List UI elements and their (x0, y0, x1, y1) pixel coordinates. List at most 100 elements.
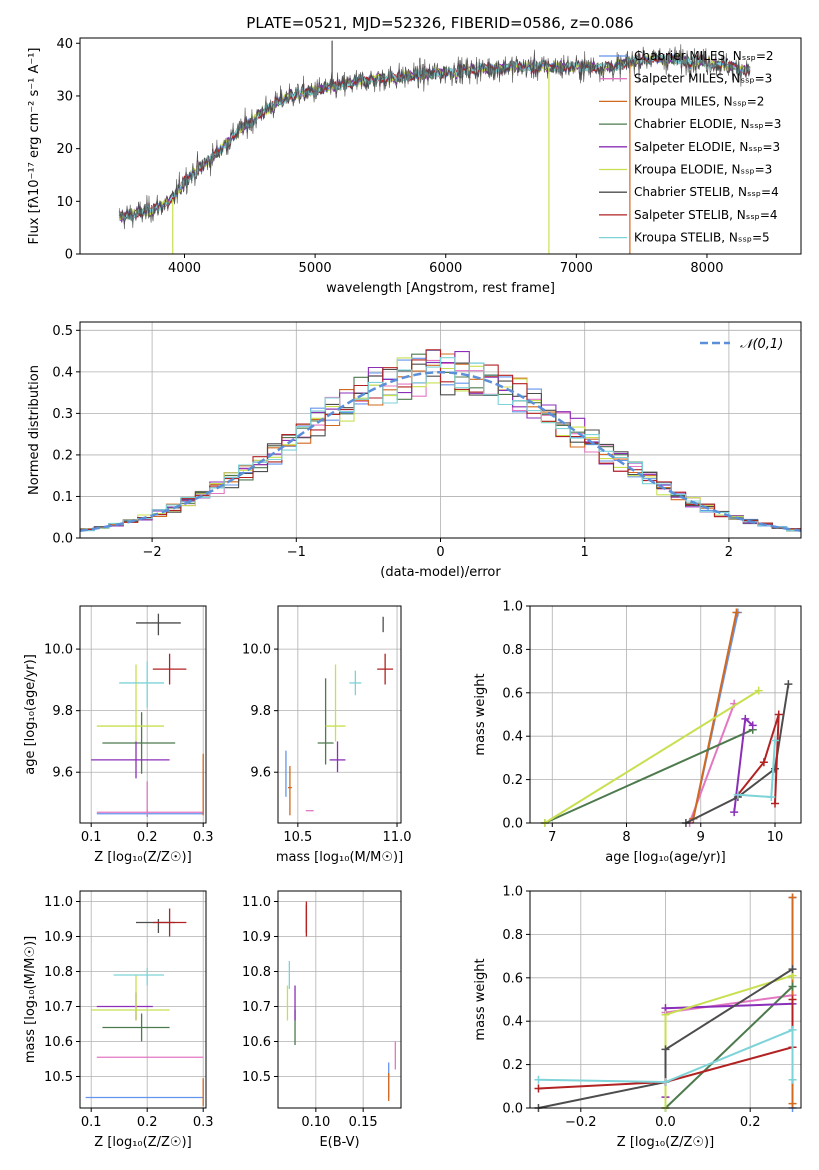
x-tick-label: 7000 (560, 261, 593, 276)
errorbar-point (102, 1013, 170, 1042)
x-tick-label: 7 (548, 830, 556, 845)
x-tick-label: 10.5 (283, 830, 312, 845)
y-tick-label: 0.0 (502, 1102, 523, 1117)
y-tick-label: 11.0 (44, 895, 73, 910)
series-point (771, 736, 780, 745)
errorbar-point (91, 975, 170, 1021)
y-tick-label: 0.6 (502, 686, 523, 701)
series-point (788, 1075, 797, 1084)
y-axis-label: Flux [fλ10⁻¹⁷ erg cm⁻² s⁻¹ A⁻¹] (27, 48, 42, 245)
normal-reference-curve (79, 371, 802, 532)
chart-mass-vs-EBV: 0.10 0.15 10.5 10.6 10.7 10.8 10.9 11.0 E(B-V) (242, 890, 402, 1150)
x-tick-label: 0 (436, 545, 444, 560)
axes-frame (277, 605, 402, 824)
series-point (748, 721, 757, 730)
x-tick-label: 8000 (690, 261, 723, 276)
x-tick-label: 0.15 (349, 1115, 378, 1130)
y-tick-label: 30 (56, 89, 73, 104)
chart-mass-weight-vs-age: 7 8 9 10 0.0 0.2 0.4 0.6 0.8 1.0 age [log₁₀(age/yr… (473, 600, 802, 865)
series-point (788, 982, 797, 991)
x-tick-label: 0.2 (137, 830, 158, 845)
legend-entry: Chabrier MILES, Nₛₛₚ=2 (634, 49, 774, 63)
y-tick-label: 9.8 (250, 704, 271, 719)
y-axis-label: Normed distribution (27, 365, 42, 495)
y-tick-label: 0.1 (52, 490, 73, 505)
y-tick-label: 0.8 (502, 928, 523, 943)
x-tick-label: 4000 (168, 261, 201, 276)
errorbar-point (113, 968, 164, 986)
chart-mass-weight-vs-Z: −0.2 0.0 0.2 0.0 0.2 0.4 0.6 0.8 1.0 Z [log₁₀(Z/Z… (473, 885, 802, 1150)
x-axis-label: mass [log₁₀(M/M☉)] (276, 850, 403, 865)
y-tick-label: 9.6 (52, 766, 73, 781)
x-tick-label: 9 (697, 830, 705, 845)
y-tick-label: 0.0 (52, 532, 73, 547)
series-point (732, 608, 741, 617)
x-axis-label: (data-model)/error (380, 565, 501, 580)
axes-frame (79, 321, 802, 539)
series-line (664, 1002, 793, 1098)
series-point (788, 965, 797, 974)
errorbar-point (317, 678, 334, 765)
y-tick-label: 20 (56, 142, 73, 157)
y-tick-label: 0.2 (502, 773, 523, 788)
series-point (534, 1084, 543, 1093)
x-tick-label: −0.2 (565, 1115, 597, 1130)
errorbar-point (325, 664, 346, 742)
y-tick-label: 0.4 (502, 1015, 523, 1030)
y-tick-label: 10.7 (44, 1000, 73, 1015)
errorbar-point (136, 613, 181, 636)
x-tick-label: 0.2 (137, 1115, 158, 1130)
x-tick-label: 5000 (299, 261, 332, 276)
observed-spectrum-line (118, 44, 751, 230)
series-line (685, 683, 790, 824)
legend-entry: Chabrier ELODIE, Nₛₛₚ=3 (634, 117, 781, 131)
errorbar-point (152, 653, 187, 685)
series-point (759, 758, 768, 767)
errorbar-point (91, 741, 170, 779)
x-tick-label: 0.1 (81, 830, 102, 845)
errorbar-point (349, 670, 362, 696)
model-spectrum-line (118, 51, 751, 220)
y-tick-label: 1.0 (502, 600, 523, 615)
legend-entry: Salpeter ELODIE, Nₛₛₚ=3 (634, 140, 780, 154)
residual-histogram (80, 357, 801, 532)
x-tick-label: 0.0 (655, 1115, 676, 1130)
series-line (664, 985, 794, 1109)
series-line (538, 968, 794, 1109)
x-tick-label: 2 (725, 545, 733, 560)
y-axis-label: age [log₁₀(age/yr)] (23, 654, 38, 775)
series-line (538, 1028, 794, 1084)
legend-entry: Kroupa MILES, Nₛₛₚ=2 (634, 94, 764, 108)
axes-frame (529, 890, 802, 1109)
y-axis-label: mass weight (473, 958, 488, 1040)
x-tick-label: 0.3 (193, 830, 214, 845)
series-point (767, 792, 776, 801)
y-tick-label: 0.5 (52, 324, 73, 339)
errorbar-point (96, 992, 153, 1021)
x-tick-label: 0.10 (301, 1115, 330, 1130)
y-tick-label: 1.0 (502, 885, 523, 900)
y-tick-label: 0.0 (502, 817, 523, 832)
y-tick-label: 10.8 (44, 965, 73, 980)
residual-histogram (80, 362, 801, 530)
y-tick-label: 10.9 (44, 930, 73, 945)
y-tick-label: 0 (65, 248, 73, 263)
series-line (665, 994, 793, 1014)
axes-frame (79, 37, 802, 255)
x-tick-label: 10 (767, 830, 784, 845)
y-tick-label: 11.0 (242, 895, 271, 910)
series-point (661, 1045, 670, 1054)
x-tick-label: 6000 (429, 261, 462, 276)
series-line (538, 999, 794, 1090)
y-tick-label: 40 (56, 37, 73, 52)
errorbar-point (119, 661, 164, 708)
series-line (664, 974, 793, 1108)
series-point (754, 686, 763, 695)
errorbar-point (329, 741, 346, 773)
series-point (788, 1099, 797, 1108)
axes-frame (79, 890, 207, 1109)
series-point (534, 1075, 543, 1084)
series-point (774, 710, 783, 719)
y-tick-label: 9.8 (52, 704, 73, 719)
y-tick-label: 0.6 (502, 971, 523, 986)
